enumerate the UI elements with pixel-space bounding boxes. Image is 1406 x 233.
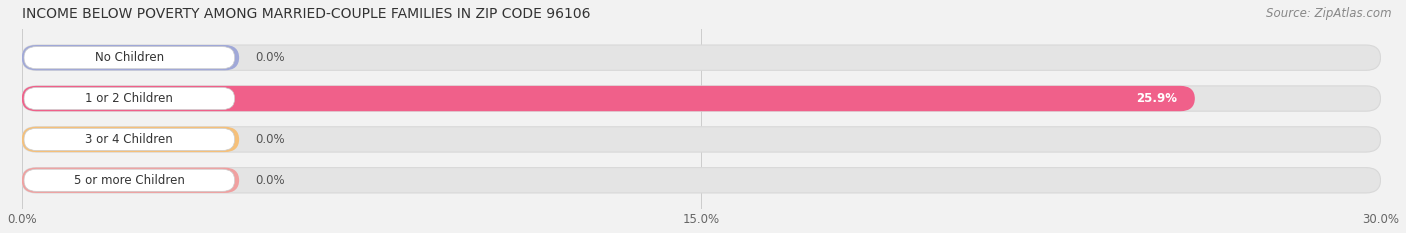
FancyBboxPatch shape bbox=[24, 47, 235, 69]
FancyBboxPatch shape bbox=[21, 45, 1381, 70]
FancyBboxPatch shape bbox=[24, 169, 235, 191]
Text: 25.9%: 25.9% bbox=[1136, 92, 1177, 105]
FancyBboxPatch shape bbox=[21, 168, 239, 193]
FancyBboxPatch shape bbox=[21, 168, 1381, 193]
FancyBboxPatch shape bbox=[21, 86, 1195, 111]
Text: No Children: No Children bbox=[94, 51, 165, 64]
Text: 0.0%: 0.0% bbox=[254, 51, 284, 64]
FancyBboxPatch shape bbox=[21, 45, 239, 70]
FancyBboxPatch shape bbox=[24, 128, 235, 151]
Text: INCOME BELOW POVERTY AMONG MARRIED-COUPLE FAMILIES IN ZIP CODE 96106: INCOME BELOW POVERTY AMONG MARRIED-COUPL… bbox=[21, 7, 591, 21]
FancyBboxPatch shape bbox=[21, 86, 1381, 111]
FancyBboxPatch shape bbox=[21, 127, 1381, 152]
Text: 0.0%: 0.0% bbox=[254, 174, 284, 187]
Text: 3 or 4 Children: 3 or 4 Children bbox=[86, 133, 173, 146]
FancyBboxPatch shape bbox=[24, 88, 235, 110]
Text: Source: ZipAtlas.com: Source: ZipAtlas.com bbox=[1267, 7, 1392, 20]
Text: 0.0%: 0.0% bbox=[254, 133, 284, 146]
FancyBboxPatch shape bbox=[21, 127, 239, 152]
Text: 5 or more Children: 5 or more Children bbox=[75, 174, 184, 187]
Text: 1 or 2 Children: 1 or 2 Children bbox=[86, 92, 173, 105]
